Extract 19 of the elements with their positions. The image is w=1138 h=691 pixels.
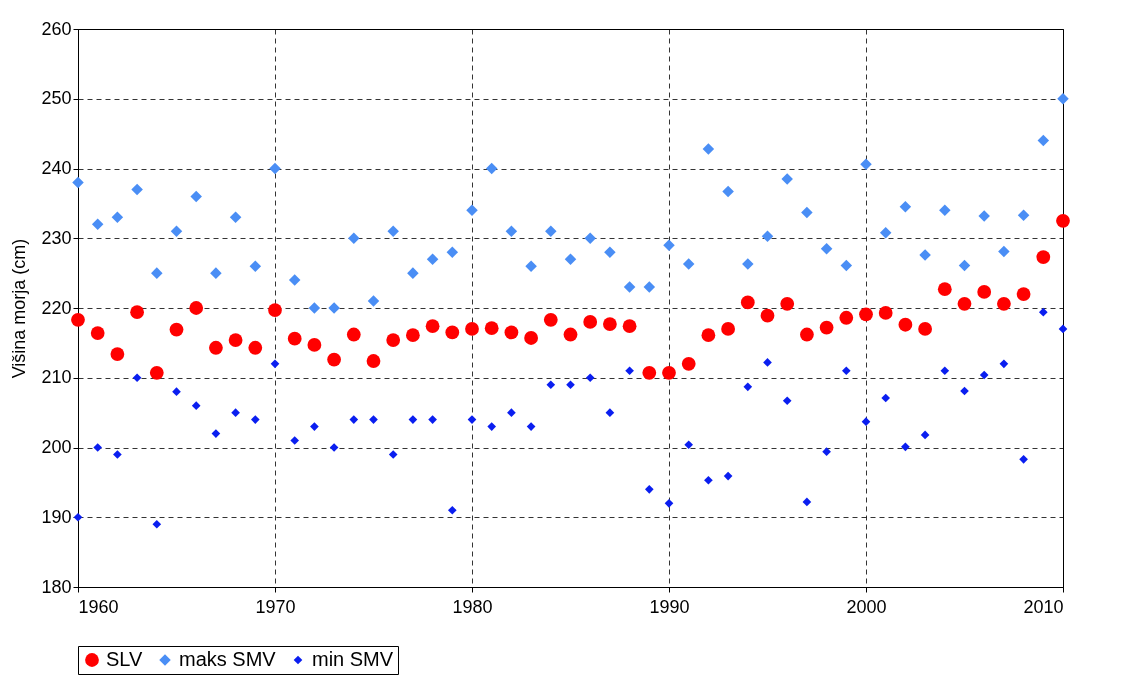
y-tick-label: 250 [41,88,72,109]
x-tick-label: 1980 [452,596,493,617]
y-tick-label: 230 [41,227,72,248]
x-tick-label: 2000 [846,596,887,617]
y-tick-label: 240 [41,158,72,178]
y-tick-label: 200 [41,437,72,457]
y-tick-label: 260 [41,18,72,39]
x-tick-label: 1960 [78,596,119,617]
y-axis-title: Višina morja (cm) [9,238,30,379]
y-tick-label: 190 [41,506,72,527]
legend-label: maks SMV [179,648,277,670]
x-tick-label: 1970 [255,596,296,617]
x-tick-label: 2010 [1023,596,1064,617]
y-tick-label: 180 [41,576,72,597]
legend-label: SLV [106,648,143,670]
y-tick-label: 210 [41,367,72,388]
y-tick-label: 220 [41,297,72,318]
x-tick-label: 1990 [649,596,690,617]
legend-label: min SMV [312,648,394,670]
